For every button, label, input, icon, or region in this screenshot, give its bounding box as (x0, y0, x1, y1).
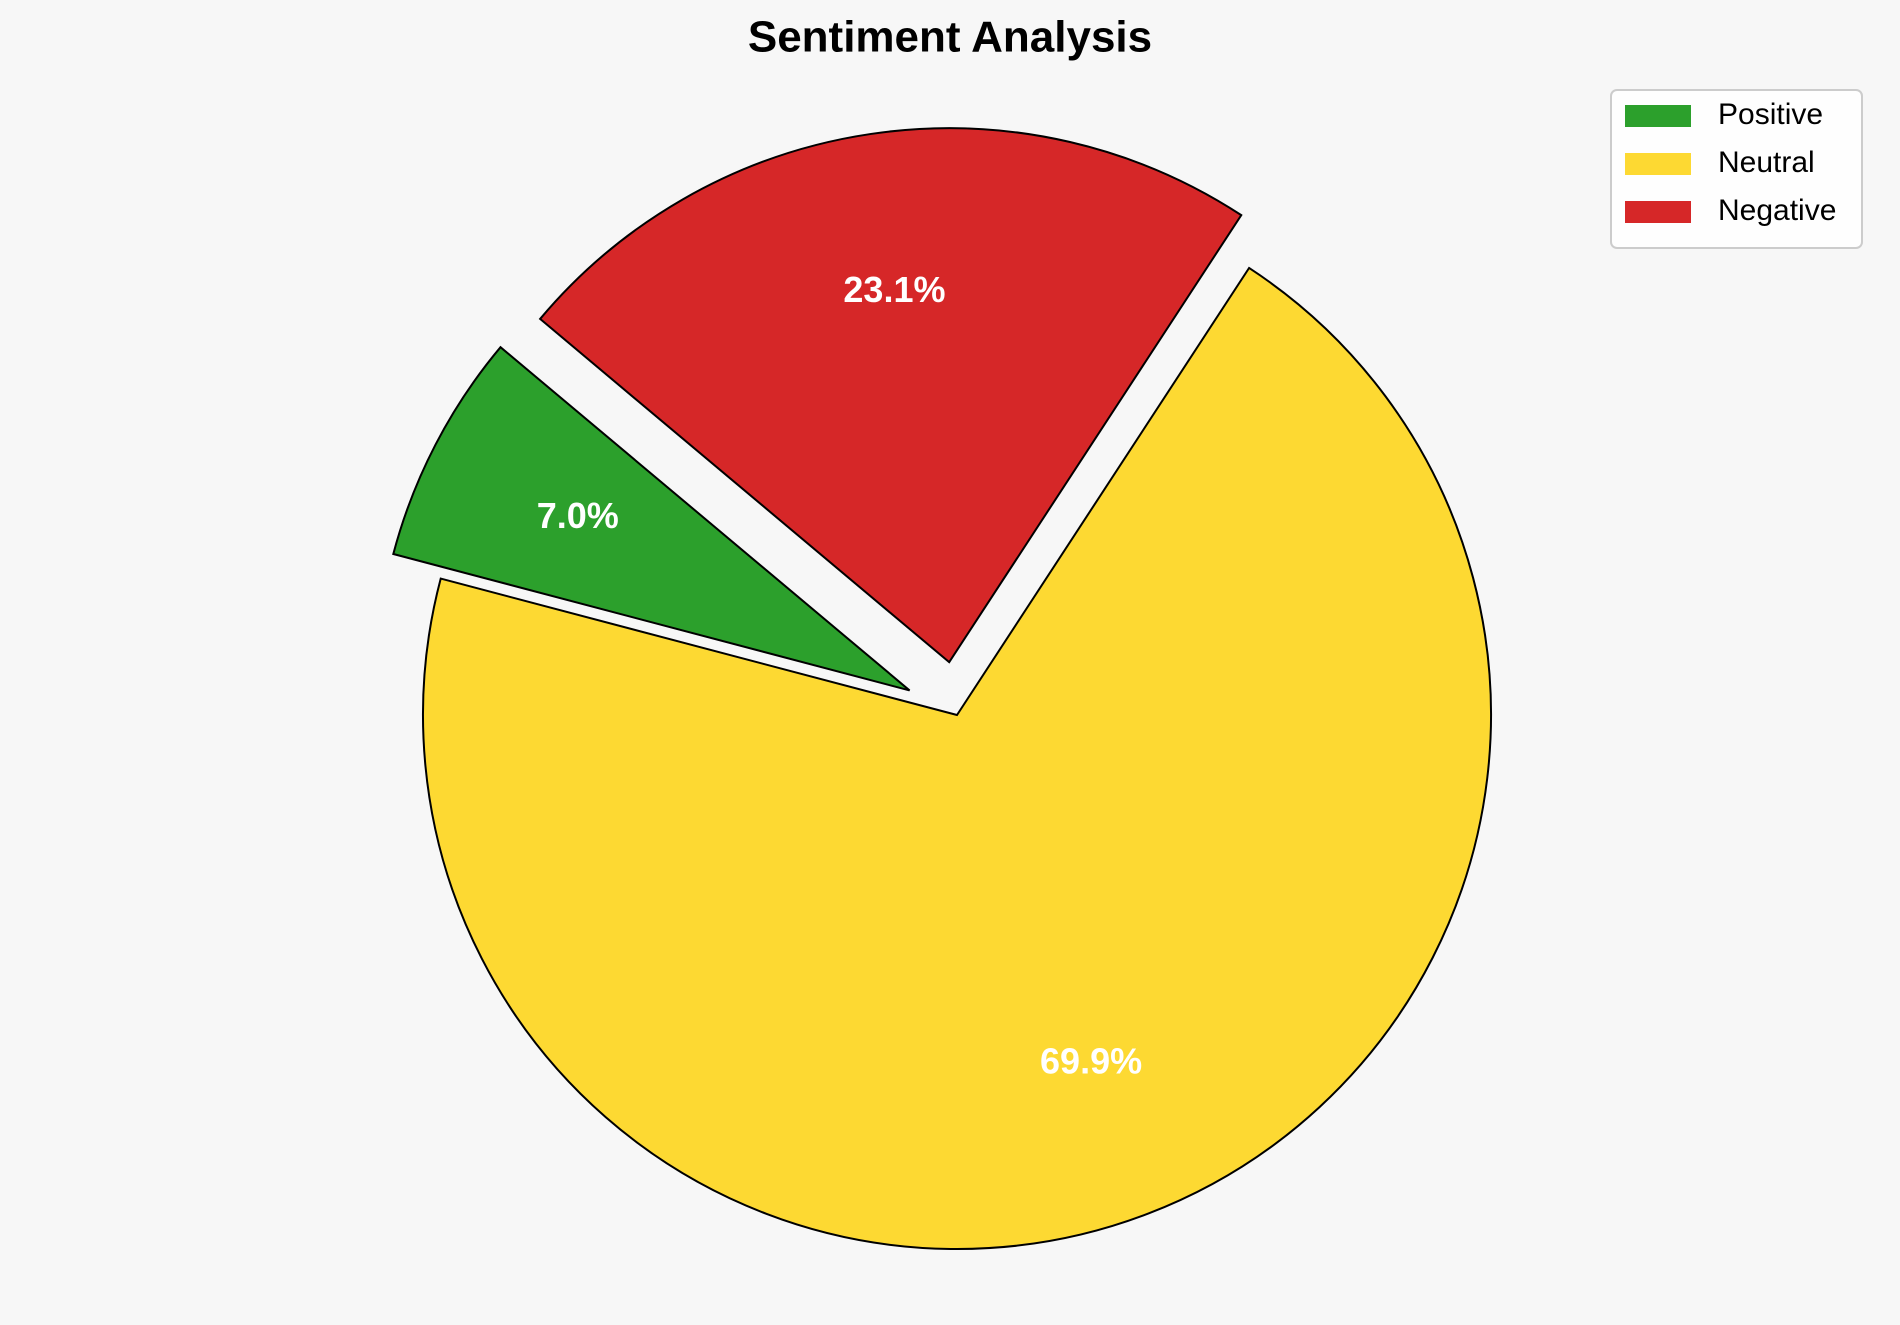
legend-swatch (1625, 201, 1691, 223)
chart-title: Sentiment Analysis (748, 13, 1152, 62)
pie-slice (422, 266, 1492, 1250)
slice-label: 7.0% (537, 495, 619, 536)
legend-swatch (1625, 105, 1691, 127)
slice-label: 69.9% (1040, 1040, 1142, 1081)
legend-label: Positive (1718, 98, 1823, 131)
pie-slice (392, 345, 911, 692)
legend-label: Neutral (1718, 146, 1815, 179)
legend-swatch (1625, 153, 1691, 175)
legend-label: Negative (1718, 194, 1836, 227)
slice-label: 23.1% (843, 269, 945, 310)
pie-slice (538, 127, 1243, 664)
